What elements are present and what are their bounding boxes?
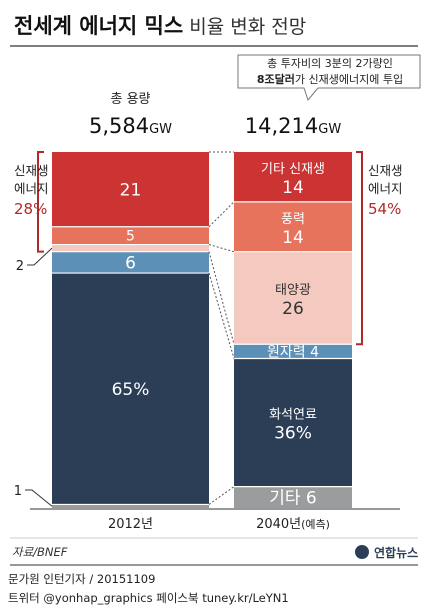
segment-label-1-0: 기타 6 bbox=[269, 488, 317, 508]
segment-label-0-1: 65% bbox=[112, 380, 150, 400]
capacity-unit-1: GW bbox=[318, 122, 341, 137]
bar-segment-1-3 bbox=[234, 251, 352, 345]
segment-label-1-5-b: 14 bbox=[282, 178, 304, 198]
callout-line2: 8조달러가 신재생에너지에 투입 bbox=[257, 72, 403, 86]
bar-segment-1-1 bbox=[234, 358, 352, 487]
side-label-1: 1 bbox=[14, 484, 22, 499]
leader-line-1 bbox=[25, 489, 53, 507]
capacity-value-1: 14,214GW bbox=[245, 114, 342, 138]
logo-icon bbox=[355, 545, 369, 559]
callout-amount: 8조달러 bbox=[257, 72, 295, 86]
segment-label-0-2: 6 bbox=[125, 253, 136, 273]
logo-text: 연합뉴스 bbox=[374, 545, 418, 560]
capacity-value-0: 5,584GW bbox=[89, 114, 172, 138]
bar-segment-1-2 bbox=[234, 344, 352, 359]
bar-segment-0-2 bbox=[52, 251, 209, 274]
connector-line-5 bbox=[208, 201, 235, 228]
category-name-1: 2040년 bbox=[256, 517, 301, 532]
connector-line-3 bbox=[208, 251, 235, 345]
category-label-0: 2012년 bbox=[108, 517, 153, 532]
bracket-left bbox=[37, 151, 44, 253]
connector-line-4 bbox=[208, 244, 235, 253]
renewable-left-line1: 신재생 bbox=[14, 163, 49, 178]
segment-label-0-5: 21 bbox=[120, 181, 142, 201]
chart-title: 전세계 에너지 믹스 비율 변화 전망 bbox=[14, 14, 306, 38]
bar-segment-1-5 bbox=[234, 152, 352, 202]
bar-segment-1-4 bbox=[234, 201, 352, 252]
bar-segment-0-4 bbox=[52, 226, 209, 245]
segment-label-1-5-a: 기타 신재생 bbox=[261, 162, 325, 177]
bar-segment-0-1 bbox=[52, 273, 209, 505]
segment-label-1-1-a: 화석연료 bbox=[269, 408, 317, 423]
bar-segment-1-0 bbox=[234, 486, 352, 508]
segment-label-1-4-a: 풍력 bbox=[281, 212, 305, 227]
chart-title-main: 전세계 에너지 믹스 bbox=[14, 14, 183, 38]
renewable-left-value: 28% bbox=[14, 200, 47, 218]
category-label-1: 2040년(예측) bbox=[256, 517, 330, 532]
bracket-right bbox=[356, 151, 363, 346]
segment-label-1-3-b: 26 bbox=[282, 299, 304, 319]
side-label-2: 2 bbox=[16, 259, 24, 274]
chart-subtitle: 비율 변화 전망 bbox=[183, 16, 306, 38]
capacity-number-0: 5,584 bbox=[89, 114, 149, 138]
segment-label-1-3-a: 태양광 bbox=[275, 283, 311, 298]
bar-segment-0-3 bbox=[52, 244, 209, 252]
source-label: 자료/BNEF bbox=[12, 545, 68, 559]
leader-line-2 bbox=[27, 247, 53, 266]
bar-segment-0-0 bbox=[52, 504, 209, 508]
renewable-right-line1: 신재생 bbox=[368, 163, 403, 178]
connector-line-1 bbox=[208, 486, 235, 505]
capacity-unit-0: GW bbox=[149, 122, 172, 137]
credit-author-date: 문가원 인턴기자 / 20151109 bbox=[8, 572, 156, 586]
category-name-0: 2012년 bbox=[108, 517, 153, 532]
renewable-left-line2: 에너지 bbox=[14, 181, 49, 196]
category-suffix-1: (예측) bbox=[301, 518, 330, 531]
bar-segment-0-5 bbox=[52, 152, 209, 227]
segment-label-1-2: 원자력 4 bbox=[267, 344, 319, 360]
segment-label-1-4-b: 14 bbox=[282, 228, 304, 248]
connector-line-2 bbox=[208, 272, 235, 359]
callout-rest: 가 신재생에너지에 투입 bbox=[295, 73, 403, 86]
callout-bubble bbox=[237, 54, 421, 102]
segment-label-0-4: 5 bbox=[126, 229, 135, 245]
renewable-right-value: 54% bbox=[368, 200, 401, 218]
capacity-label: 총 용량 bbox=[110, 92, 150, 107]
credit-social: 트위터 @yonhap_graphics 페이스북 tuney.kr/LeYN1 bbox=[8, 591, 289, 605]
capacity-number-1: 14,214 bbox=[245, 114, 318, 138]
callout-line1: 총 투자비의 3분의 2가량인 bbox=[267, 57, 393, 70]
renewable-right-line2: 에너지 bbox=[368, 181, 403, 196]
segment-label-1-1-b: 36% bbox=[274, 424, 312, 444]
